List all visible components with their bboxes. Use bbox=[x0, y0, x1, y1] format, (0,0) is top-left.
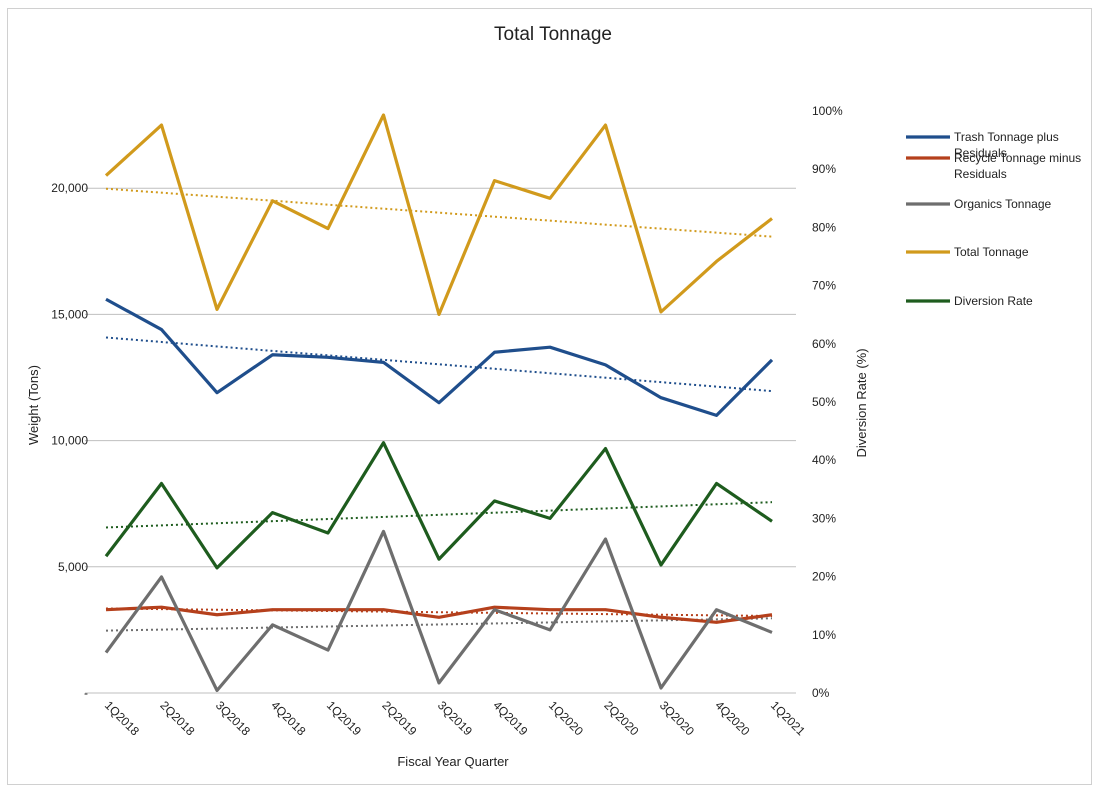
trendline-3 bbox=[105, 187, 773, 238]
legend-label-line1: Trash Tonnage plus bbox=[954, 130, 1059, 144]
trendline-1 bbox=[105, 607, 773, 617]
y2-tick-label: 80% bbox=[812, 220, 836, 234]
y-tick-label: 10,000 bbox=[51, 434, 88, 448]
x-tick-label: 1Q2020 bbox=[546, 698, 586, 738]
y-axis-title: Weight (Tons) bbox=[26, 365, 41, 445]
legend-label-line1: Recycle Tonnage minus bbox=[954, 151, 1081, 165]
series-lines bbox=[104, 113, 774, 693]
x-axis-title: Fiscal Year Quarter bbox=[397, 754, 509, 769]
x-tick-label: 1Q2021 bbox=[768, 698, 808, 738]
legend-label: Diversion Rate bbox=[954, 294, 1033, 308]
series-line-2 bbox=[104, 529, 773, 693]
y-tick-label: 15,000 bbox=[51, 307, 88, 321]
x-tick-label: 4Q2020 bbox=[712, 698, 752, 738]
x-tick-label: 2Q2020 bbox=[601, 698, 641, 738]
legend-label: Total Tonnage bbox=[954, 245, 1029, 259]
chart-title: Total Tonnage bbox=[494, 24, 612, 45]
series-line-1 bbox=[105, 605, 773, 624]
series-line-4 bbox=[104, 441, 773, 570]
y2-tick-label: 60% bbox=[812, 337, 836, 351]
y2-tick-label: 20% bbox=[812, 570, 836, 584]
x-tick-label: 2Q2019 bbox=[379, 698, 419, 738]
legend-label: Trash Tonnage plus Residuals bbox=[954, 130, 1059, 160]
y2-axis-title: Diversion Rate (%) bbox=[854, 348, 869, 457]
x-axis-ticks: 1Q2018 2Q2018 3Q2018 4Q2018 1Q2019 2Q2019 3Q20… bbox=[102, 698, 808, 738]
y2-tick-label: 0% bbox=[812, 686, 830, 700]
y2-tick-label: 100% bbox=[812, 104, 843, 118]
y2-tick-label: 30% bbox=[812, 511, 836, 525]
y2-tick-label: 90% bbox=[812, 162, 836, 176]
y-tick-label: 20,000 bbox=[51, 181, 88, 195]
series-line-3 bbox=[104, 113, 773, 316]
x-tick-label: 1Q2019 bbox=[324, 698, 364, 738]
x-tick-label: 4Q2019 bbox=[490, 698, 530, 738]
y-axis-ticks: - 5,000 10,000 15,000 20,000 bbox=[51, 181, 88, 700]
y2-tick-label: 10% bbox=[812, 628, 836, 642]
gridlines bbox=[85, 187, 796, 694]
x-tick-label: 3Q2020 bbox=[657, 698, 697, 738]
legend-label-line2: Residuals bbox=[954, 167, 1007, 181]
x-tick-label: 1Q2018 bbox=[102, 698, 142, 738]
x-tick-label: 4Q2018 bbox=[268, 698, 308, 738]
x-tick-label: 3Q2018 bbox=[213, 698, 253, 738]
y-tick-label: 5,000 bbox=[58, 560, 88, 574]
y2-tick-label: 50% bbox=[812, 395, 836, 409]
trendline-2 bbox=[105, 617, 773, 632]
series-line-0 bbox=[105, 297, 774, 417]
legend-label: Recycle Tonnage minus Residuals bbox=[954, 151, 1081, 181]
legend-label-line2: Residuals bbox=[954, 146, 1007, 160]
trendline-4 bbox=[105, 501, 773, 529]
trendline-0 bbox=[105, 336, 773, 393]
legend-label: Organics Tonnage bbox=[954, 197, 1052, 211]
x-tick-label: 3Q2019 bbox=[435, 698, 475, 738]
x-tick-label: 2Q2018 bbox=[157, 698, 197, 738]
trendlines bbox=[105, 187, 773, 632]
y2-axis-ticks: 0% 10% 20% 30% 40% 50% 60% 70% 80% 90% 100% bbox=[812, 104, 843, 700]
y2-tick-label: 70% bbox=[812, 279, 836, 293]
y-tick-label: - bbox=[84, 686, 88, 700]
y2-tick-label: 40% bbox=[812, 453, 836, 467]
